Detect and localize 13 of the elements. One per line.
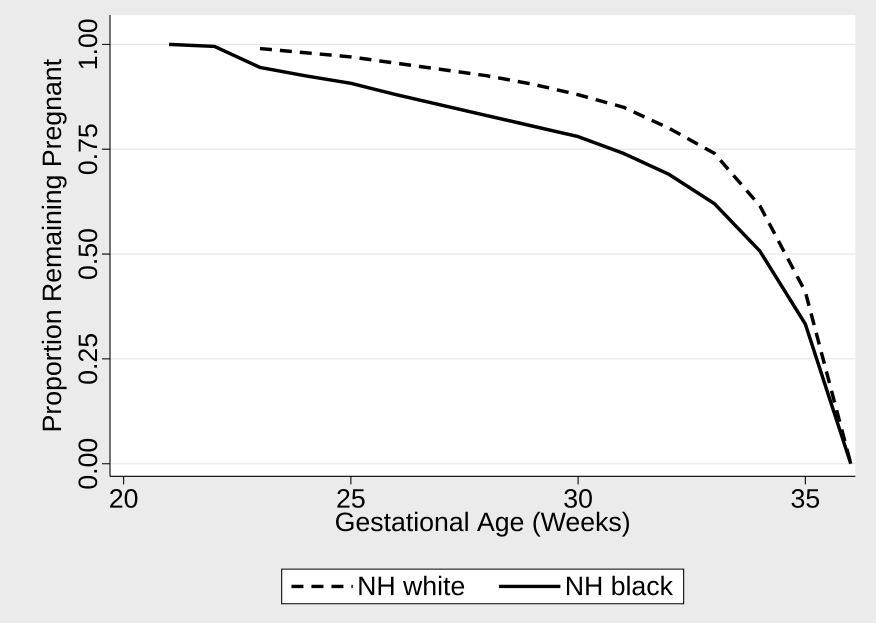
y-tick-label: 0.50 [78,229,98,279]
y-tick-label: 0.75 [78,124,98,174]
y-tick-label: 0.00 [78,438,98,489]
y-tick-label: 0.25 [78,334,98,384]
x-tick-label: 35 [792,489,820,508]
x-tick-label: 30 [564,489,592,508]
y-axis-title: Proportion Remaining Pregnant [42,59,67,430]
x-axis-title: Gestational Age (Weeks) [336,512,629,537]
legend-label: NH white [359,576,464,596]
x-tick-label: 20 [110,489,138,508]
x-tick-label: 25 [337,489,365,508]
legend-label: NH black [566,576,673,596]
y-tick-label: 1.00 [78,19,98,68]
